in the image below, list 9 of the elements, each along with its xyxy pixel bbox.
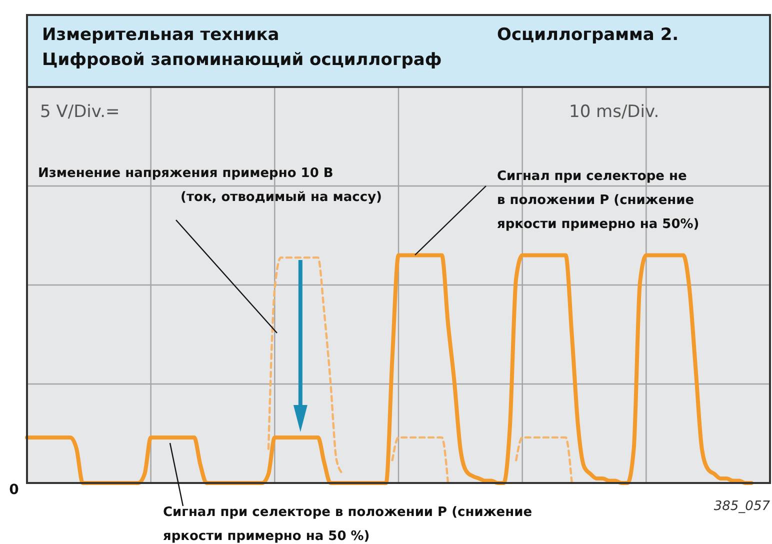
- chart-title: Измерительная техника Цифровой запоминающий осциллограф: [42, 25, 442, 70]
- chart-subtitle: Осциллограмма 2.: [497, 25, 679, 45]
- text: Изменение напряжения примерно 10 В (ток, отводимый на массу): [38, 166, 382, 205]
- text: 385_057: [714, 499, 771, 514]
- text: Сигнал при селекторе не в положении Р (снижение яркости примерно на 50%): [497, 169, 700, 232]
- text: 5 V/Div.=: [40, 102, 120, 122]
- text: 0: [9, 482, 20, 498]
- text: Сигнал при селекторе в положении Р (снижение яркости примерно на 50 %): [163, 505, 532, 544]
- text: 10 ms/Div.: [569, 102, 660, 122]
